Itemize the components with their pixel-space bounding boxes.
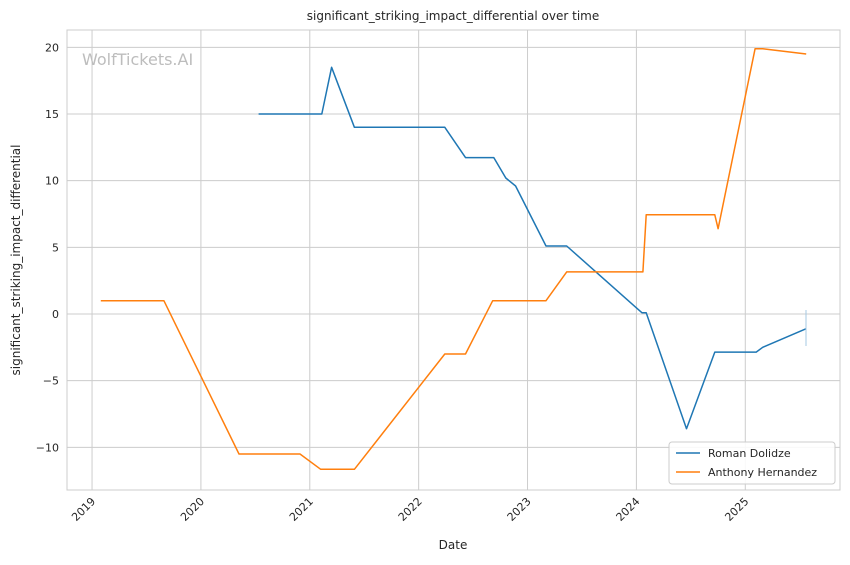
legend-box [668, 441, 836, 485]
watermark: WolfTickets.AI [82, 50, 193, 69]
y-tick-label: 20 [45, 41, 59, 54]
y-tick-label: −10 [36, 441, 59, 454]
legend-label-anthony-hernandez: Anthony Hernandez [708, 466, 817, 479]
y-tick-label: −5 [43, 375, 59, 388]
x-axis-label: Date [439, 538, 468, 552]
y-tick-label: 5 [52, 241, 59, 254]
chart-title: significant_striking_impact_differential… [307, 9, 599, 23]
series-line-roman-dolidze [258, 66, 807, 430]
x-tick-label: 2024 [614, 495, 643, 524]
x-tick-label: 2019 [69, 495, 98, 524]
x-tick-label: 2023 [505, 495, 534, 524]
legend: Roman Dolidze Anthony Hernandez [668, 441, 836, 485]
y-tick-label: 10 [45, 175, 59, 188]
x-tick-label: 2020 [178, 495, 207, 524]
grid [67, 30, 840, 490]
x-tick-label: 2021 [287, 495, 316, 524]
plot-area [66, 29, 841, 491]
y-tick-label: 0 [52, 308, 59, 321]
y-axis-label: significant_striking_impact_differential [9, 145, 23, 376]
series-lines [100, 47, 807, 471]
x-tick-label: 2022 [396, 495, 425, 524]
series-line-anthony-hernandez [100, 47, 807, 471]
legend-label-roman-dolidze: Roman Dolidze [708, 447, 791, 460]
x-tick-label: 2025 [722, 495, 751, 524]
y-tick-label: 15 [45, 108, 59, 121]
